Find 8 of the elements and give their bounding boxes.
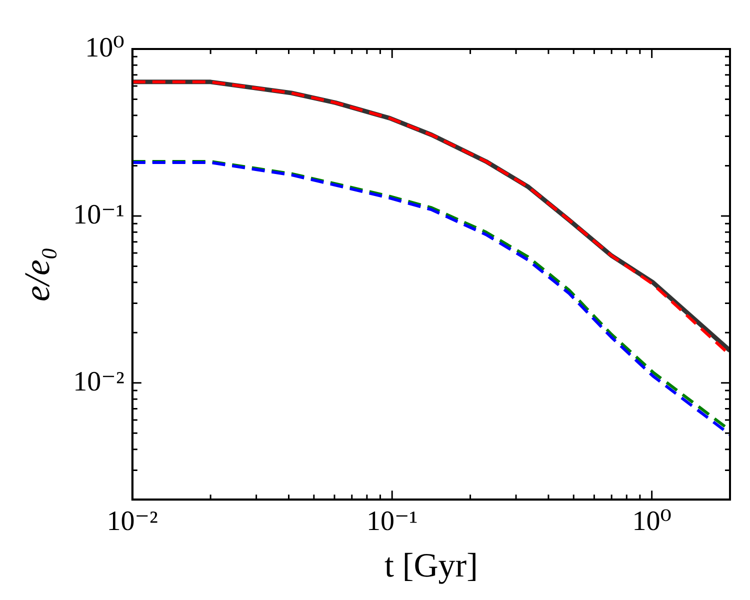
x-tick-label: 10⁻¹ (366, 506, 418, 537)
x-axis-title: t [Gyr] (384, 548, 478, 585)
y-axis-title: e/e₀ (17, 247, 58, 302)
y-tick-label: 10⁰ (85, 32, 124, 64)
x-tick-label: 10⁻² (106, 506, 158, 537)
y-tick-label: 10⁻² (73, 366, 124, 398)
y-tick-label: 10⁻¹ (73, 199, 124, 230)
x-tick-label: 10⁰ (632, 506, 672, 537)
